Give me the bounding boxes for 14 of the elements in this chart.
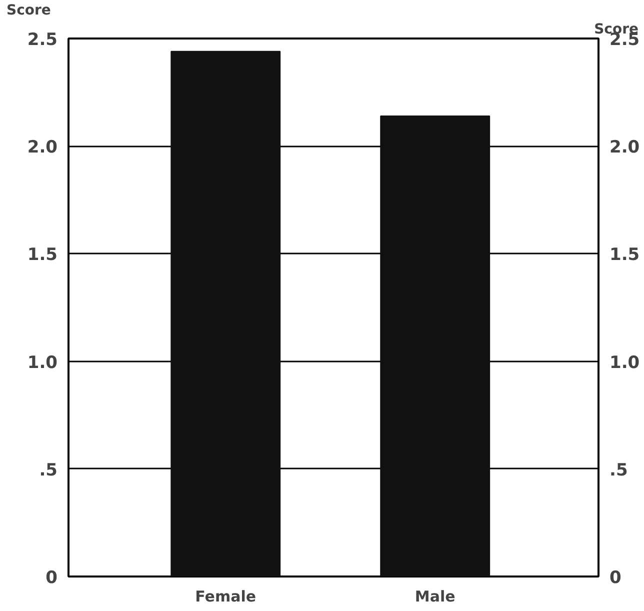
y2-tick-label: 1.0	[610, 352, 640, 373]
y2-tick-label: .5	[610, 460, 628, 480]
y-tick-label: .5	[39, 460, 58, 480]
y2-tick-label: 0	[610, 568, 622, 588]
y2-tick-label: 2.0	[610, 138, 640, 158]
y-tick-label: 1.5	[27, 245, 58, 266]
y2-tick-label: 1.5	[610, 245, 640, 266]
y-tick-label: 0	[46, 568, 58, 588]
x-tick-label: Male	[414, 588, 456, 606]
y-tick-label: 1.0	[27, 352, 58, 373]
y-tick-label: 2.5	[27, 30, 58, 50]
y-tick-label: 2.0	[27, 138, 58, 158]
y-axis-title: Score	[6, 2, 51, 18]
x-tick-label: Female	[195, 588, 256, 606]
